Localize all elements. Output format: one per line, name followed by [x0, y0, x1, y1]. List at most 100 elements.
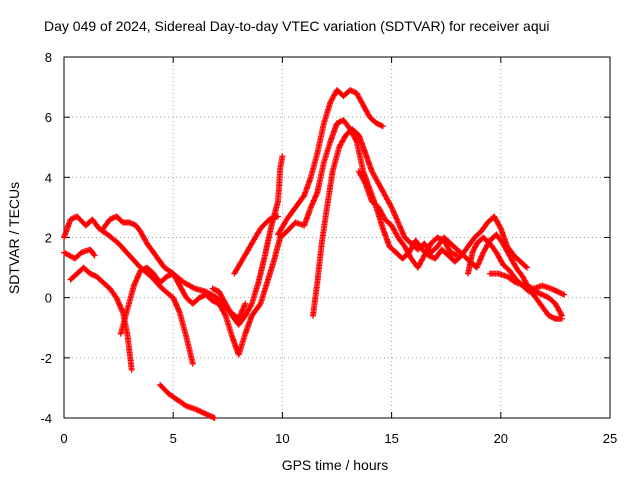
data-point	[192, 405, 199, 412]
data-trace	[236, 302, 248, 321]
data-trace	[190, 295, 202, 306]
data-trace	[323, 169, 336, 215]
data-trace	[318, 212, 329, 245]
data-trace	[328, 121, 340, 143]
data-trace	[105, 232, 121, 246]
data-trace	[356, 133, 368, 155]
data-trace	[376, 181, 388, 197]
data-point	[130, 282, 137, 289]
series-arc-2	[61, 246, 98, 262]
axis-ticks	[63, 56, 611, 419]
data-trace	[354, 139, 366, 173]
data-trace	[133, 223, 143, 234]
x-tick-label: 25	[603, 431, 617, 446]
y-tick-label: -4	[40, 411, 52, 426]
data-trace	[107, 286, 119, 300]
data-trace	[481, 235, 492, 246]
data-trace	[223, 314, 235, 339]
data-trace	[264, 260, 277, 285]
data-trace	[101, 280, 112, 291]
data-trace	[514, 265, 525, 279]
data-trace	[236, 314, 248, 327]
x-axis-label: GPS time / hours	[282, 457, 389, 473]
data-trace	[204, 289, 219, 300]
data-trace	[242, 314, 255, 336]
data-trace	[415, 253, 427, 270]
data-point	[91, 252, 98, 259]
data-point	[532, 288, 539, 295]
data-trace	[223, 302, 235, 318]
data-point	[275, 213, 282, 220]
data-trace	[479, 220, 490, 234]
data-point	[539, 291, 546, 298]
data-trace	[494, 232, 505, 246]
data-trace	[182, 280, 197, 291]
data-trace	[68, 271, 79, 282]
data-trace	[278, 229, 289, 240]
y-tick-label: 4	[45, 170, 52, 185]
data-trace	[500, 241, 512, 258]
data-trace	[546, 295, 558, 306]
data-trace	[487, 241, 499, 255]
data-trace	[249, 281, 261, 306]
data-trace	[90, 217, 101, 231]
data-trace	[387, 244, 398, 255]
data-trace	[124, 332, 135, 372]
data-trace	[354, 91, 366, 107]
data-point	[554, 288, 561, 295]
data-trace	[170, 271, 182, 288]
data-trace	[367, 115, 379, 126]
data-trace	[396, 235, 407, 249]
data-trace	[382, 193, 394, 210]
x-tick-labels: 0 5 10 15 20 25	[60, 431, 617, 446]
data-point	[205, 411, 212, 418]
data-trace	[249, 226, 263, 246]
data-trace	[362, 181, 375, 203]
data-trace	[61, 217, 73, 240]
data-trace	[232, 256, 246, 276]
data-trace	[158, 274, 169, 285]
data-trace	[435, 235, 446, 243]
chart-title: Day 049 of 2024, Sidereal Day-to-day VTE…	[44, 18, 550, 34]
data-trace	[356, 169, 368, 185]
data-trace	[336, 133, 348, 149]
data-trace	[301, 205, 314, 228]
data-trace	[255, 254, 268, 285]
data-trace	[335, 117, 346, 126]
data-trace	[501, 262, 512, 273]
data-trace	[175, 397, 189, 409]
data-point	[198, 408, 205, 415]
data-trace	[540, 305, 551, 318]
data-trace	[277, 154, 286, 170]
data-trace	[494, 250, 506, 267]
x-tick-label: 0	[60, 431, 67, 446]
data-point	[211, 415, 218, 421]
data-trace	[422, 241, 434, 258]
y-tick-label: -2	[40, 351, 52, 366]
data-trace	[114, 296, 126, 315]
series-arc-8	[231, 213, 282, 277]
data-trace	[131, 269, 143, 288]
data-trace	[330, 145, 342, 173]
data-trace	[118, 308, 130, 336]
data-trace	[507, 268, 519, 282]
data-trace	[448, 241, 459, 252]
data-trace	[314, 160, 327, 194]
x-tick-label: 5	[170, 431, 177, 446]
data-trace	[533, 296, 545, 309]
grid-lines	[64, 57, 610, 418]
data-point	[473, 264, 480, 271]
data-trace	[88, 247, 97, 258]
data-trace	[216, 302, 228, 318]
data-trace	[389, 205, 401, 225]
data-trace	[505, 244, 516, 258]
data-trace	[81, 265, 93, 276]
data-trace	[258, 217, 272, 231]
data-trace	[236, 332, 248, 357]
data-point	[106, 216, 113, 223]
data-trace	[88, 271, 99, 279]
data-trace	[369, 169, 381, 185]
data-trace	[183, 335, 196, 366]
data-trace	[310, 281, 321, 318]
data-trace	[498, 226, 510, 249]
